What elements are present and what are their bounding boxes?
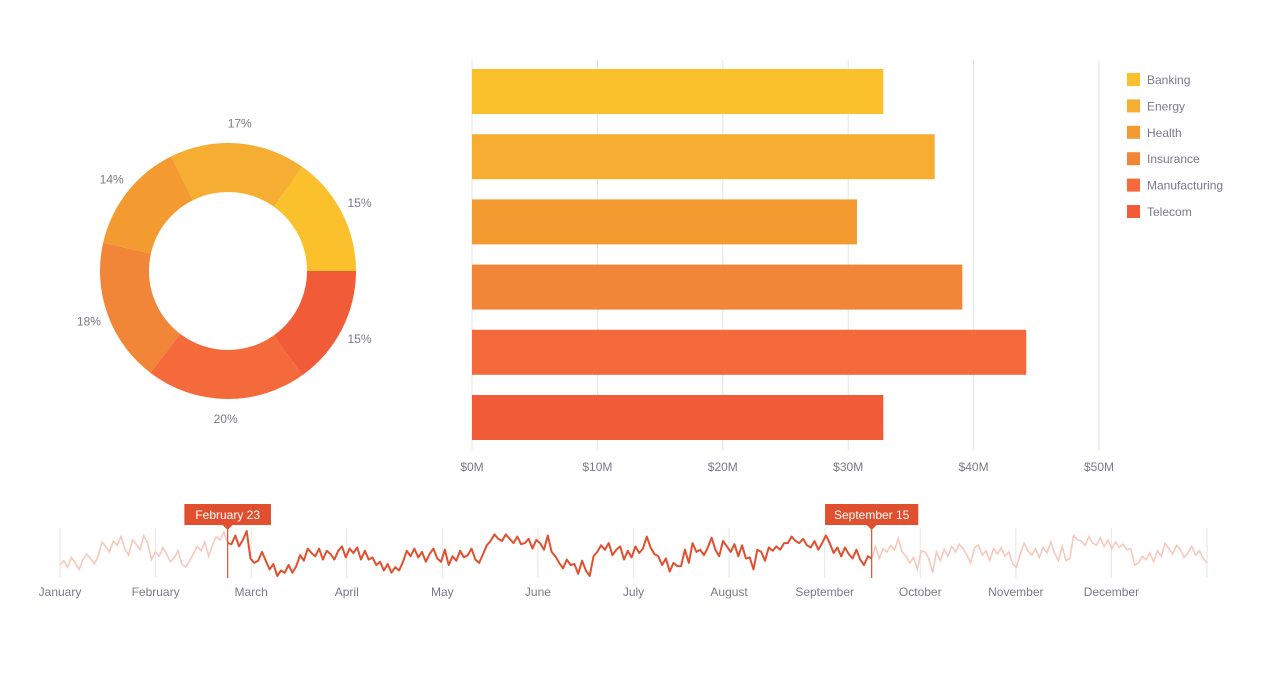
legend-swatch-energy [1127, 99, 1140, 113]
month-label-october: October [899, 585, 942, 599]
donut-slice-health[interactable] [103, 156, 193, 254]
bar-x-tick-label: $10M [582, 460, 612, 474]
range-end-flag[interactable] [825, 504, 919, 525]
month-label-april: April [335, 585, 359, 599]
range-line-after-selection [870, 533, 1208, 573]
month-label-september: September [795, 585, 854, 599]
range-start-flag-pointer [222, 525, 233, 530]
bar-banking[interactable] [472, 69, 884, 114]
legend-swatch-telecom [1127, 205, 1140, 218]
range-line-before-selection [59, 530, 229, 572]
donut-label-manufacturing: 20% [214, 412, 238, 426]
bar-insurance[interactable] [472, 264, 963, 310]
donut-chart: 15% 17% 14% 18% 20% 15% [77, 116, 372, 426]
donut-label-telecom: 15% [348, 332, 372, 346]
legend-label-health[interactable]: Health [1147, 126, 1182, 140]
bar-x-tick-label: $20M [708, 460, 738, 474]
donut-label-insurance: 18% [77, 315, 101, 329]
legend-label-manufacturing[interactable]: Manufacturing [1147, 179, 1223, 193]
donut-label-health: 14% [100, 173, 124, 187]
month-label-december: December [1084, 585, 1139, 599]
month-label-november: November [988, 585, 1043, 599]
bar-chart: $0M $10M $20M $30M $40M $50M Banking Energy Hea… [460, 60, 1223, 474]
month-label-august: August [710, 585, 748, 599]
legend-swatch-banking [1127, 73, 1140, 86]
month-label-may: May [431, 585, 454, 599]
range-selector-chart: January February March April May June July Augu… [39, 504, 1208, 599]
bar-telecom[interactable] [472, 395, 884, 440]
bar-x-tick-label: $0M [460, 460, 483, 474]
range-start-flag[interactable] [184, 504, 271, 525]
bar-health[interactable] [472, 199, 857, 245]
month-label-july: July [623, 585, 644, 599]
donut-slice-energy[interactable] [171, 143, 303, 207]
bar-x-tick-label: $30M [833, 460, 863, 474]
range-end-flag-pointer [866, 525, 877, 530]
bar-manufacturing[interactable] [472, 329, 1027, 375]
range-end-flag-label: September 15 [834, 508, 910, 522]
legend-label-telecom[interactable]: Telecom [1147, 205, 1192, 219]
donut-label-energy: 17% [228, 116, 252, 130]
donut-slice-banking[interactable] [273, 166, 356, 271]
bar-energy[interactable] [472, 134, 935, 180]
month-label-june: June [525, 585, 551, 599]
range-line-selected[interactable] [227, 530, 873, 577]
legend-label-energy[interactable]: Energy [1147, 99, 1185, 113]
month-label-february: February [132, 585, 180, 599]
bar-x-tick-label: $50M [1084, 460, 1114, 474]
range-start-flag-label: February 23 [195, 508, 260, 522]
donut-label-banking: 15% [348, 196, 372, 210]
donut-slice-telecom[interactable] [273, 271, 356, 376]
legend-swatch-health [1127, 125, 1140, 139]
donut-slice-insurance[interactable] [100, 242, 181, 373]
legend-label-banking[interactable]: Banking [1147, 73, 1190, 87]
donut-slice-manufacturing[interactable] [150, 333, 303, 399]
legend-label-insurance[interactable]: Insurance [1147, 152, 1200, 166]
bar-x-tick-label: $40M [959, 460, 989, 474]
legend-swatch-insurance [1127, 152, 1140, 166]
legend-swatch-manufacturing [1127, 178, 1140, 192]
month-label-january: January [39, 585, 82, 599]
month-label-march: March [234, 585, 267, 599]
